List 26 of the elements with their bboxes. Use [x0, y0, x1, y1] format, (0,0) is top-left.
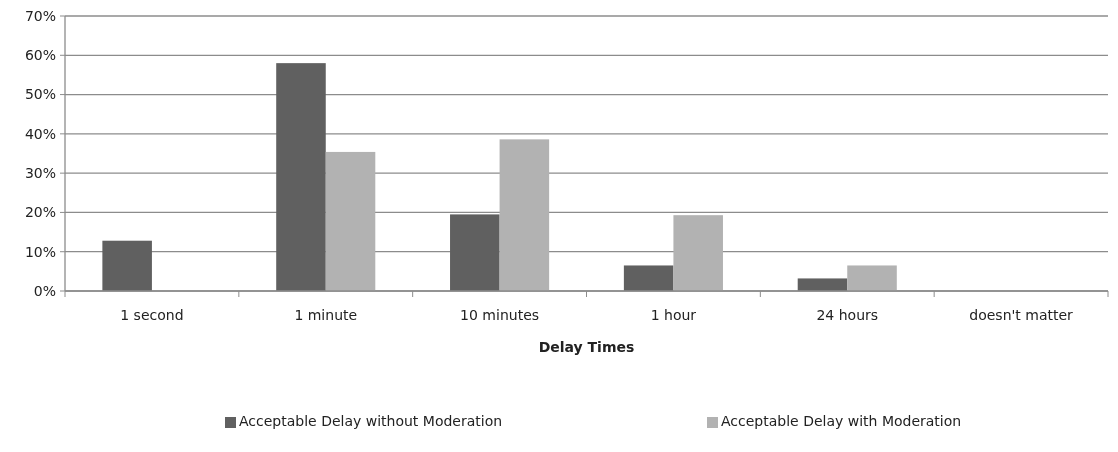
x-tick-label: 1 minute [294, 307, 358, 323]
bar [450, 214, 500, 291]
y-tick-label: 10% [24, 243, 56, 260]
y-tick-label: 30% [24, 165, 56, 182]
bar [102, 240, 152, 291]
x-tick-label: 1 hour [650, 307, 697, 323]
bar [325, 151, 376, 291]
bar [499, 139, 550, 291]
y-tick-label: 60% [24, 47, 56, 64]
x-tick-label: 24 hours [816, 307, 879, 323]
x-tick-label: doesn't matter [969, 307, 1074, 323]
y-tick-label: 50% [24, 86, 56, 103]
y-tick-label: 20% [24, 204, 56, 221]
bar [847, 265, 897, 291]
legend-label: Acceptable Delay with Moderation [721, 413, 962, 429]
y-tick-label: 70% [24, 7, 56, 24]
legend-label: Acceptable Delay without Moderation [239, 413, 503, 429]
x-axis-title: Delay Times [538, 339, 635, 355]
y-tick-label: 40% [24, 125, 56, 142]
bar [623, 265, 674, 291]
bar [797, 278, 848, 291]
bar [276, 63, 326, 291]
y-tick-label: 0% [33, 282, 56, 299]
bar [673, 215, 723, 291]
x-tick-label: 10 minutes [460, 307, 540, 323]
x-tick-label: 1 second [120, 307, 184, 323]
